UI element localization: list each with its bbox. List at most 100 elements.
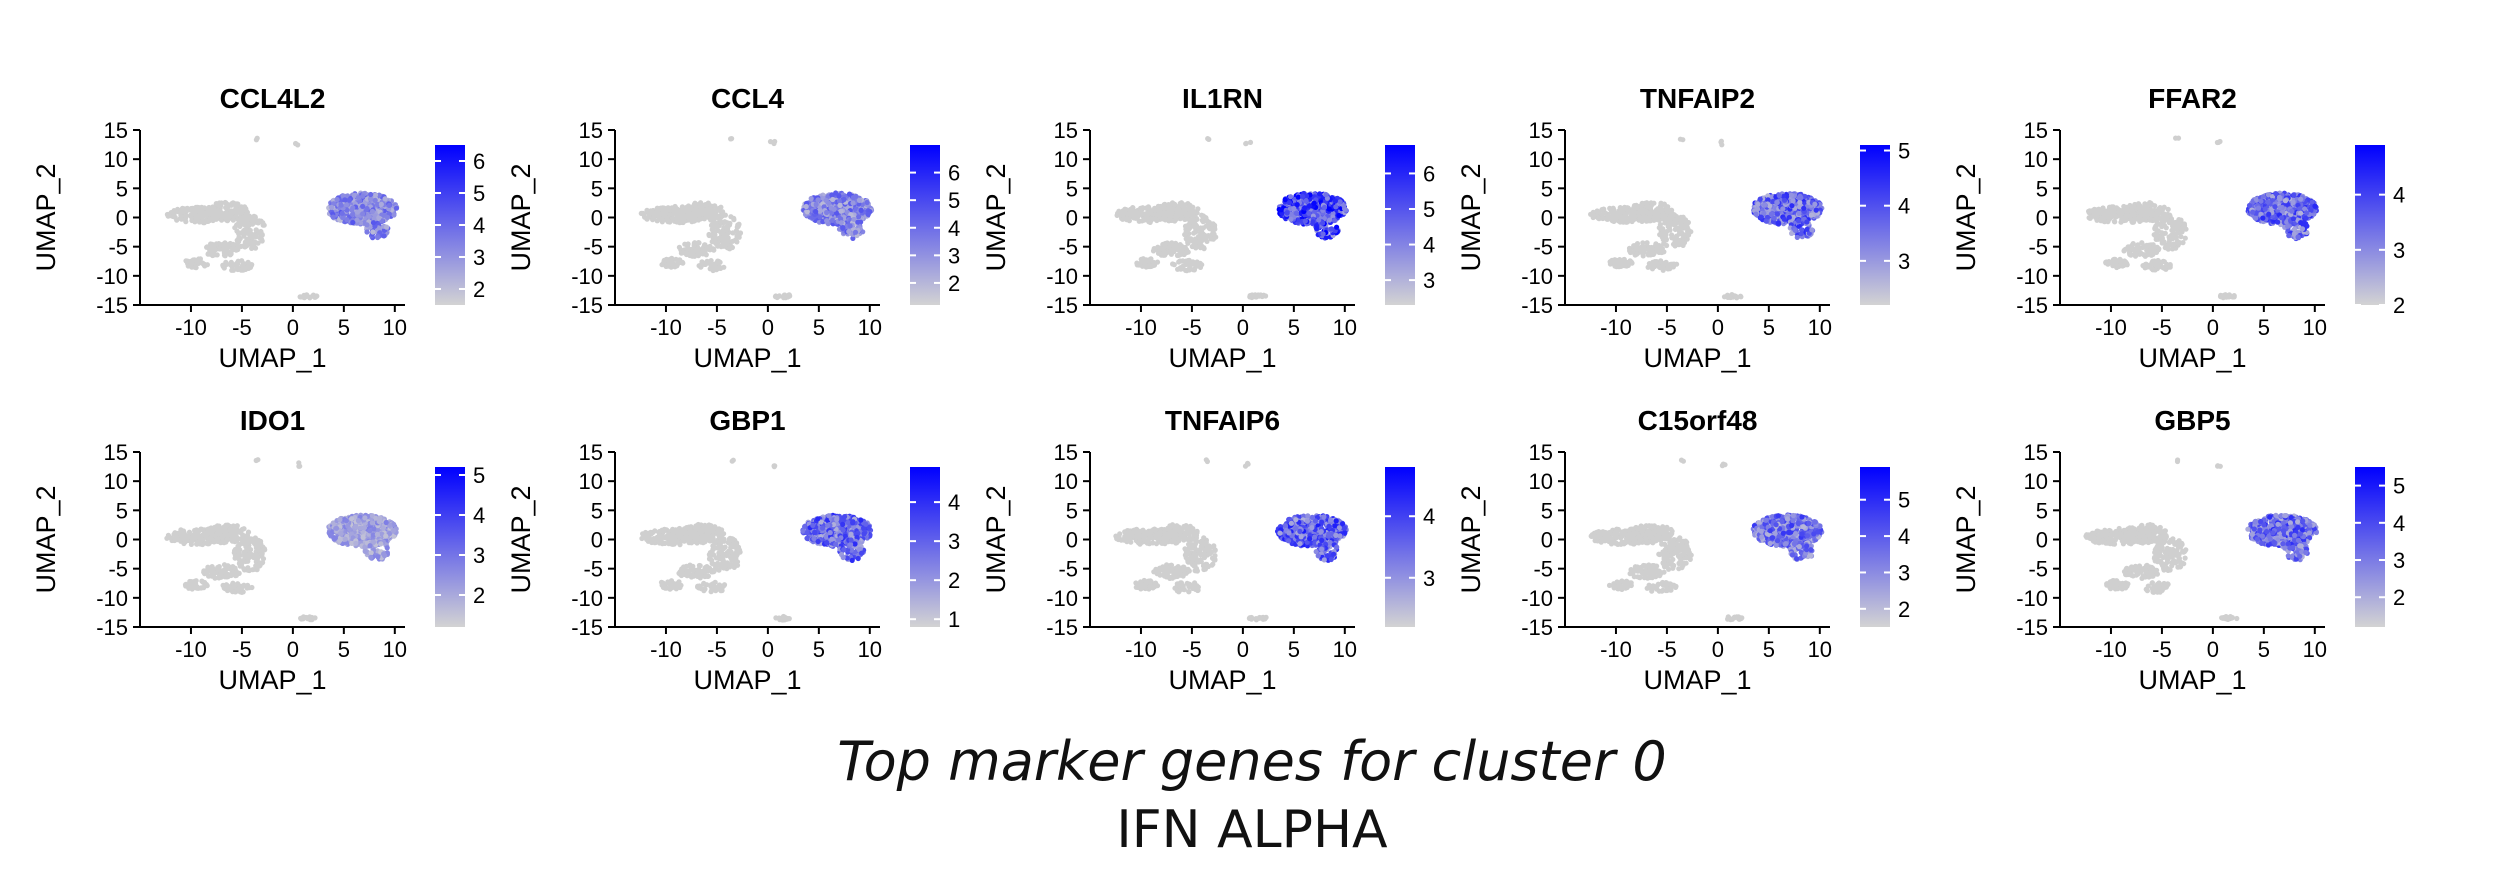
cell-point — [1169, 200, 1176, 206]
cell-point — [1199, 213, 1205, 219]
cell-point — [767, 139, 774, 145]
cell-point — [349, 207, 355, 213]
cell-point — [850, 195, 856, 201]
cell-point — [238, 204, 245, 210]
x-tick-label: -10 — [650, 315, 682, 340]
cell-point — [1797, 199, 1803, 205]
cell-point — [250, 232, 256, 238]
cell-point — [1789, 203, 1795, 209]
cell-point — [714, 266, 721, 272]
cell-point — [1326, 217, 1333, 223]
cell-point — [1278, 207, 1284, 213]
cell-point — [364, 229, 370, 235]
cell-points — [638, 136, 875, 301]
colorbar-tick-label: 6 — [948, 161, 960, 186]
cell-point — [1165, 205, 1171, 211]
cell-point — [1150, 262, 1156, 269]
cell-point — [815, 197, 821, 203]
cell-point — [1780, 206, 1786, 212]
cell-point — [1204, 238, 1210, 244]
cell-point — [855, 219, 861, 225]
cell-point — [1188, 217, 1194, 223]
cell-point — [369, 208, 376, 215]
cell-point — [817, 214, 823, 220]
colorbar-tick-label: 4 — [1423, 233, 1435, 258]
cell-point — [1317, 191, 1323, 197]
cell-point — [1252, 292, 1258, 298]
cell-point — [1630, 207, 1636, 214]
cell-point — [677, 219, 683, 225]
cell-point — [199, 215, 205, 221]
cell-point — [698, 216, 704, 222]
cell-point — [1727, 294, 1734, 300]
cell-point — [1288, 194, 1294, 200]
colorbar-tick-label: 6 — [473, 149, 485, 174]
cell-point — [244, 236, 250, 242]
y-tick-label: 10 — [1529, 147, 1553, 172]
cell-point — [1210, 236, 1216, 242]
y-tick-label: -15 — [1046, 293, 1078, 318]
cell-point — [1671, 222, 1677, 228]
y-tick-label: -10 — [571, 264, 603, 289]
cell-point — [376, 215, 382, 221]
cell-point — [1302, 205, 1308, 211]
cell-point — [651, 211, 658, 217]
cell-point — [641, 211, 647, 217]
cell-point — [378, 201, 384, 207]
cell-point — [726, 243, 733, 249]
y-tick-label: -5 — [583, 235, 603, 260]
cell-point — [1790, 198, 1796, 204]
cell-point — [808, 195, 814, 202]
cell-point — [1210, 221, 1216, 227]
cell-point — [1669, 235, 1675, 241]
colorbar-tick-label: 5 — [948, 188, 960, 213]
cell-point — [350, 219, 356, 226]
x-tick-label: 0 — [762, 315, 774, 340]
cell-point — [1303, 197, 1309, 204]
cell-point — [1808, 212, 1814, 218]
cell-point — [695, 250, 701, 256]
colorbar-tick-label: 3 — [1423, 268, 1435, 293]
cell-point — [196, 219, 203, 225]
cell-point — [1767, 203, 1773, 209]
cell-point — [248, 263, 254, 269]
cell-point — [850, 200, 856, 206]
cell-point — [253, 227, 259, 233]
cell-point — [382, 196, 388, 202]
cell-point — [703, 213, 709, 219]
cell-point — [178, 216, 185, 222]
cell-point — [1641, 245, 1647, 251]
cell-point — [229, 263, 235, 270]
cell-point — [1659, 207, 1665, 213]
cell-point — [360, 203, 366, 209]
cell-point — [708, 258, 714, 264]
cell-point — [665, 261, 672, 267]
cell-point — [1641, 217, 1647, 223]
cell-point — [1173, 214, 1179, 220]
y-tick-label: 15 — [579, 118, 603, 143]
cell-point — [354, 209, 360, 215]
cell-point — [711, 231, 718, 237]
cell-point — [253, 137, 259, 143]
cell-point — [838, 208, 844, 214]
feature-plot-ccl4l2: CCL4L2-10 -5 0 5 10-15-10-5051015UMAP_1UMAP_… — [31, 83, 485, 373]
cell-point — [346, 197, 352, 203]
cell-point — [244, 242, 250, 248]
x-tick-label: 5 — [1288, 315, 1300, 340]
cell-point — [1754, 206, 1761, 212]
cell-point — [1648, 252, 1654, 258]
cell-point — [1665, 266, 1671, 272]
cell-point — [1649, 246, 1655, 252]
cell-point — [368, 191, 374, 198]
cell-point — [687, 251, 693, 258]
cell-point — [1294, 202, 1300, 208]
y-tick-label: 15 — [104, 118, 128, 143]
cell-point — [1622, 263, 1628, 269]
cell-point — [1140, 256, 1146, 262]
cell-point — [228, 259, 234, 265]
cell-point — [1302, 218, 1308, 224]
cell-point — [1170, 261, 1176, 267]
cell-point — [672, 203, 678, 210]
x-tick-label: 0 — [1712, 315, 1724, 340]
cell-point — [1142, 261, 1148, 267]
